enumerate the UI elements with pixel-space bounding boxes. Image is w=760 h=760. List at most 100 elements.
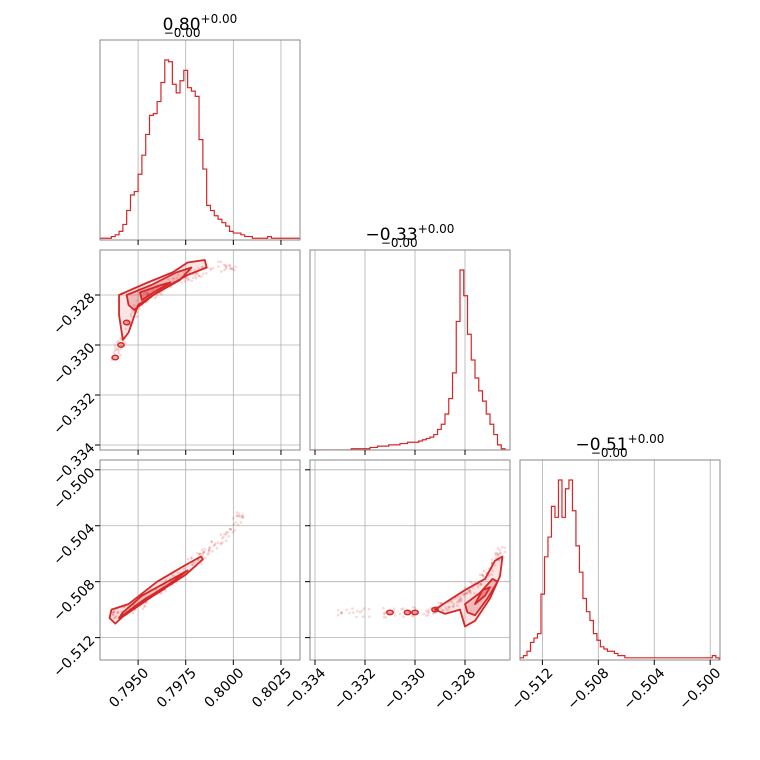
sample-point (119, 338, 123, 341)
sample-point (201, 265, 204, 269)
sample-point (112, 610, 116, 614)
x-tick-label-0-1: 0.7975 (154, 665, 200, 711)
title-param-1: −0.33+0.00 −0.00 (366, 222, 455, 250)
sample-point (392, 607, 396, 611)
sample-point (450, 600, 454, 604)
panel-frame (99, 249, 301, 451)
sample-point (493, 564, 497, 567)
sample-point (200, 275, 203, 278)
sample-point (117, 349, 120, 352)
sample-point (145, 291, 149, 295)
sample-point (224, 267, 228, 270)
contour-level-0 (118, 259, 208, 341)
sample-point (115, 340, 119, 344)
sample-point (336, 608, 340, 612)
panel-frame (309, 459, 511, 661)
sample-point (111, 611, 115, 614)
sample-point (437, 601, 440, 604)
sample-point (193, 268, 196, 272)
sample-point (195, 272, 199, 275)
sample-point (124, 341, 127, 345)
sample-point (228, 527, 232, 531)
sample-point (186, 558, 190, 561)
sample-point (146, 291, 150, 295)
sample-point (340, 611, 343, 614)
panel-frame (519, 459, 721, 661)
sample-point (229, 266, 232, 270)
sample-point (180, 281, 184, 284)
sample-point (191, 276, 195, 280)
sample-point (444, 608, 448, 611)
sample-point (233, 529, 237, 532)
sample-point (236, 514, 239, 518)
sample-point (153, 296, 157, 300)
sample-point (400, 607, 403, 611)
sample-point (194, 274, 197, 278)
sample-point (479, 583, 483, 586)
sample-point (497, 554, 500, 557)
sample-point (219, 533, 223, 536)
sample-point (210, 540, 213, 544)
contour-island-0 (431, 606, 439, 613)
sample-point (467, 590, 470, 594)
title-param-0: 0.80+0.00 −0.00 (163, 12, 238, 40)
contour-level-2 (129, 587, 166, 611)
sample-point (426, 610, 429, 614)
histogram-2 (520, 479, 720, 660)
panel-content (108, 511, 245, 625)
sample-point (204, 271, 208, 275)
sample-point (235, 514, 239, 518)
sample-point (114, 616, 117, 619)
sample-point (202, 550, 206, 554)
sample-point (132, 303, 136, 307)
sample-point (351, 611, 355, 614)
sample-point (448, 605, 451, 609)
sample-point (112, 611, 115, 614)
sample-point (473, 592, 476, 595)
sample-point (210, 540, 214, 543)
contour-island-1 (403, 609, 412, 616)
sample-point (367, 607, 371, 611)
sample-point (465, 592, 469, 595)
sample-point (224, 539, 228, 543)
sample-point (491, 569, 494, 572)
sample-point (115, 614, 118, 618)
panel-1-0 (95, 249, 301, 455)
sample-point (209, 266, 213, 270)
sample-point (208, 545, 211, 549)
sample-point (185, 276, 189, 279)
sample-point (224, 532, 228, 536)
sample-point (185, 276, 189, 280)
sample-point (116, 611, 120, 615)
sample-point (171, 277, 174, 280)
histogram-0 (100, 59, 300, 240)
panel-2-2: −0.51+0.00 −0.00 (519, 432, 721, 665)
sample-point (197, 552, 201, 556)
sample-point (175, 276, 179, 280)
sample-point (496, 552, 500, 555)
sample-point (496, 546, 500, 550)
sample-point (135, 315, 139, 319)
panel-content (336, 545, 507, 628)
sample-point (215, 546, 219, 550)
y-tick-label-1-1: −0.332 (50, 390, 98, 438)
sample-point (503, 546, 506, 550)
sample-point (439, 601, 443, 605)
sample-point (468, 589, 472, 593)
contour-island-3 (411, 609, 419, 616)
sample-point (155, 295, 158, 299)
sample-point (225, 264, 228, 268)
sample-point (221, 535, 225, 539)
sample-point (213, 542, 217, 545)
sample-point (160, 591, 163, 595)
sample-point (113, 343, 117, 347)
sample-point (468, 590, 472, 593)
sample-point (198, 552, 202, 556)
sample-point (452, 605, 455, 608)
sample-point (360, 609, 364, 613)
sample-point (457, 598, 461, 602)
sample-point (197, 266, 200, 270)
x-tick-label-1-2: −0.330 (381, 665, 429, 713)
sample-point (228, 263, 231, 267)
sample-point (112, 351, 116, 354)
